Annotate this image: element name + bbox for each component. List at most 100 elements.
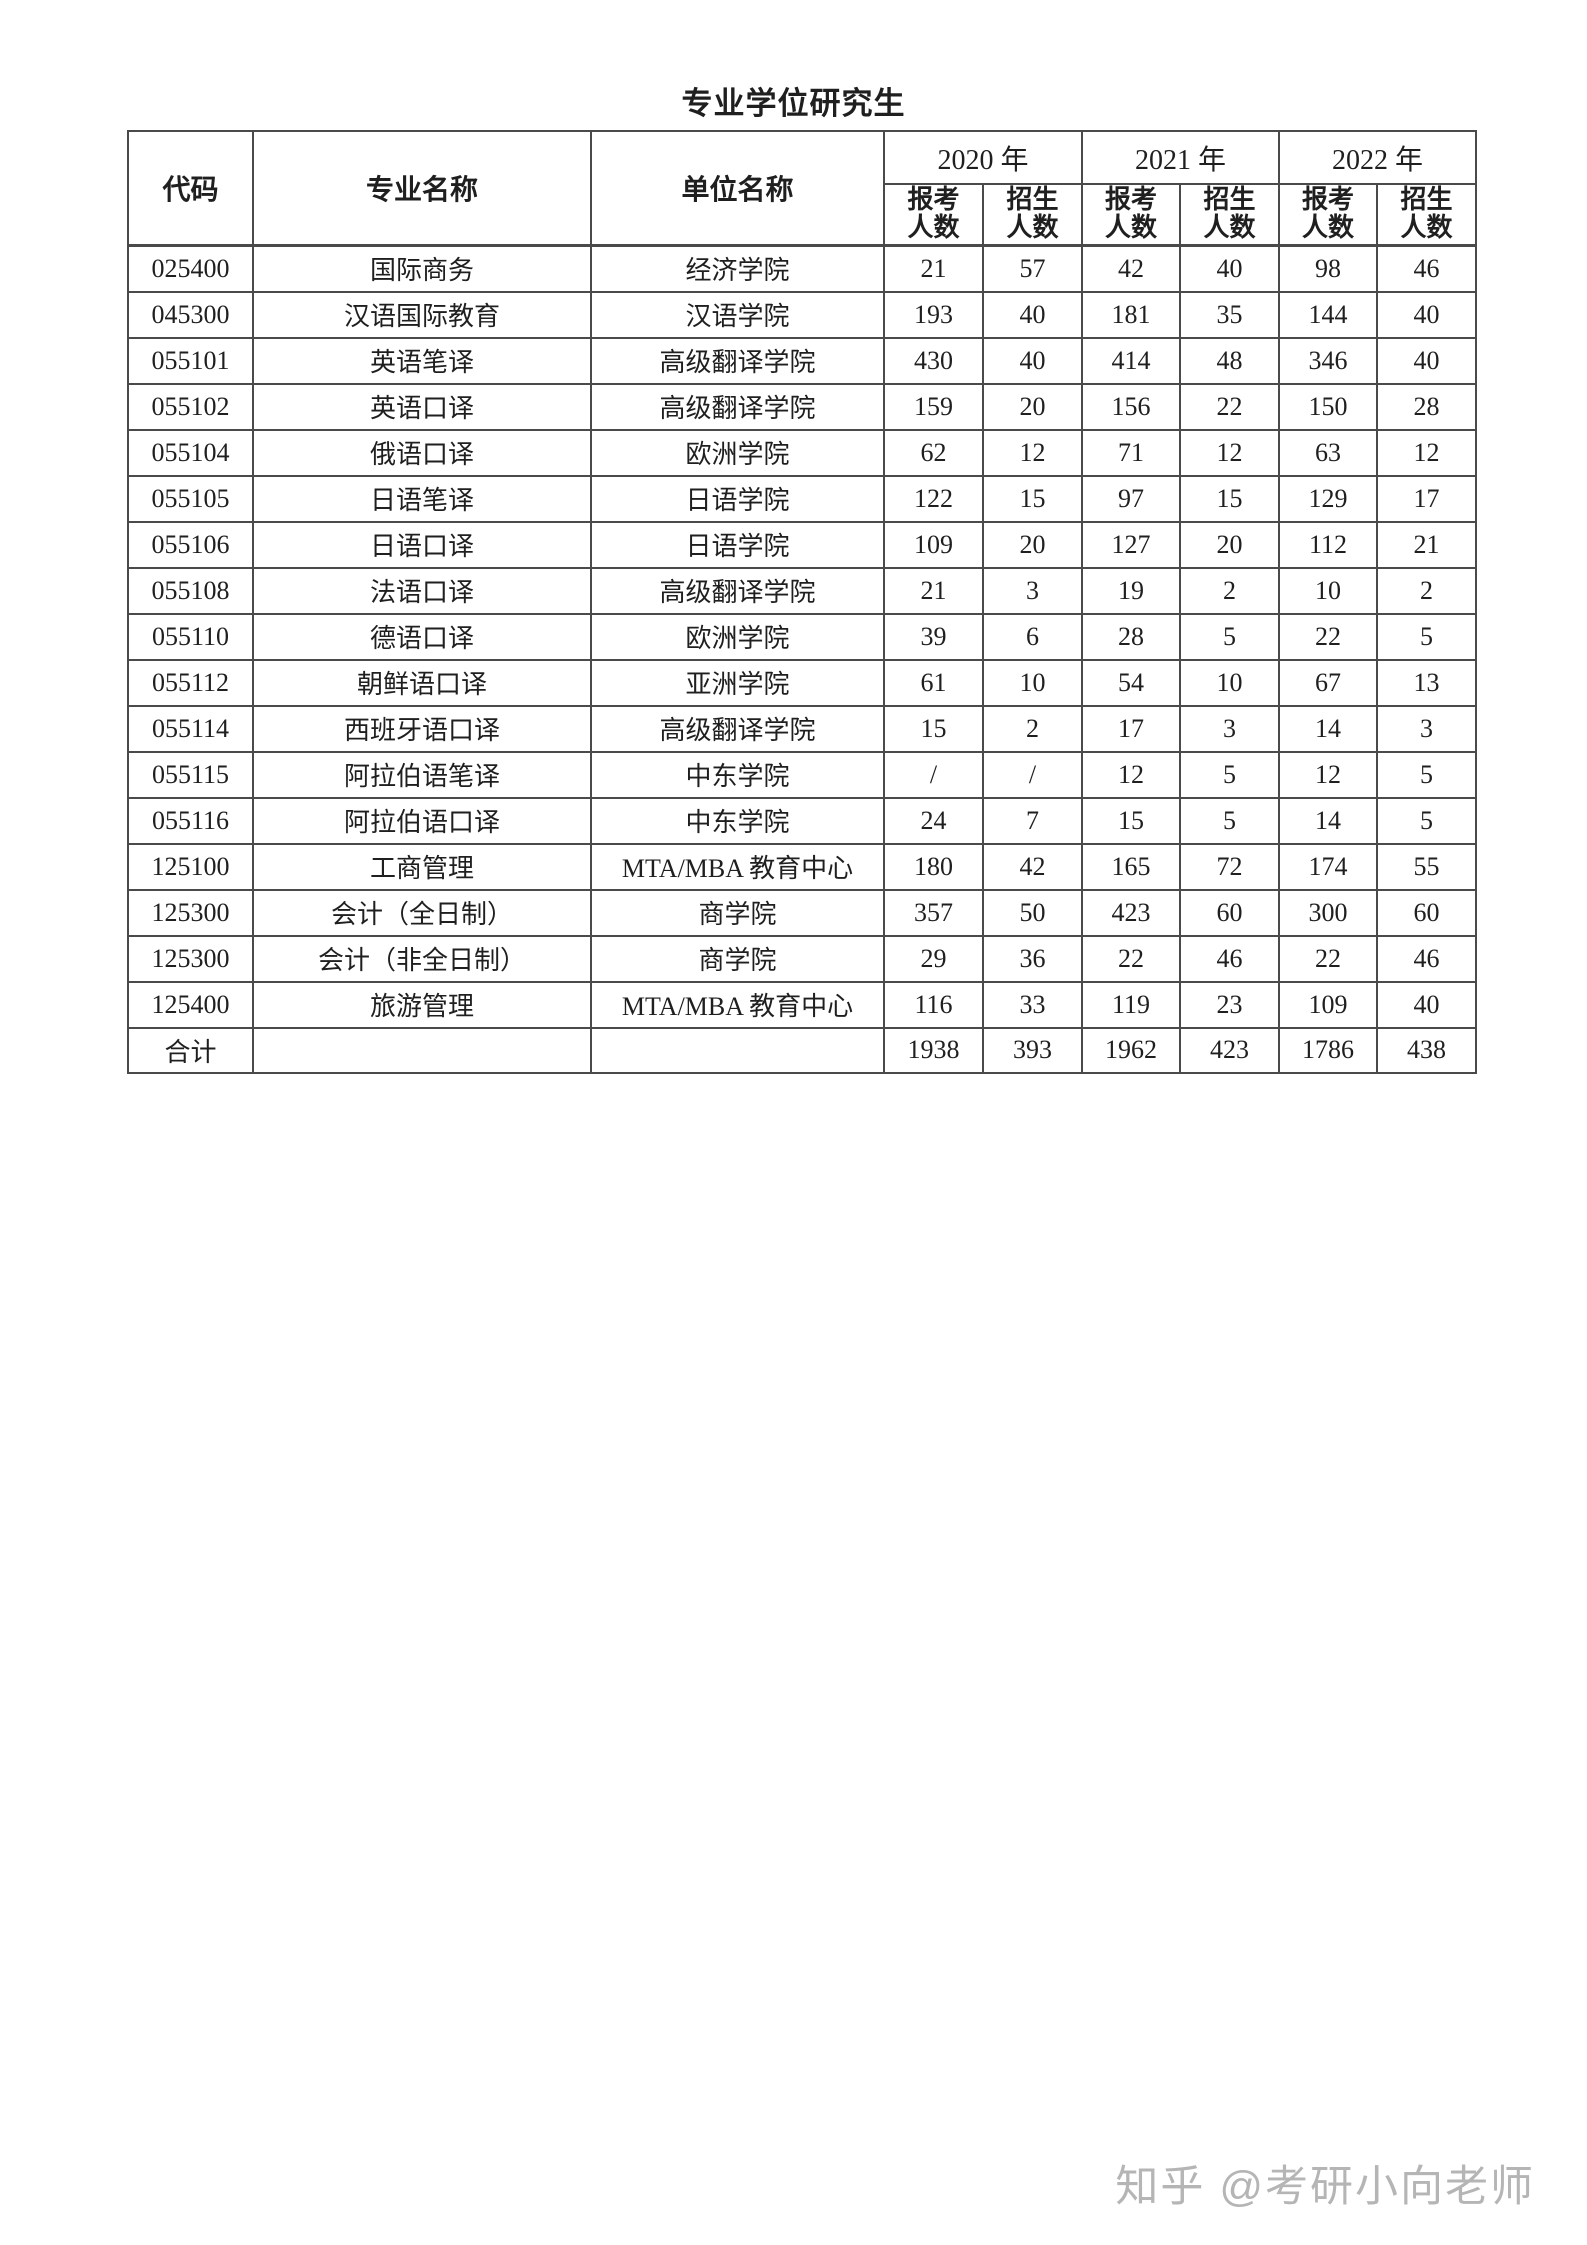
- header-2022-applicants: 报考 人数: [1278, 183, 1379, 246]
- table-row: 025400 国际商务 经济学院 21 57 42 40 98 46: [127, 244, 1478, 293]
- table-row: 055108 法语口译 高级翻译学院 21 3 19 2 10 2: [127, 566, 1478, 615]
- unit-cell: MTA/MBA 教育中心: [590, 842, 885, 891]
- total-value-cell: 1786: [1278, 1026, 1379, 1074]
- value-cell: 109: [883, 520, 984, 569]
- subcol-label-line: 报考: [1105, 185, 1158, 215]
- value-cell: 62: [883, 428, 984, 477]
- value-cell: 116: [883, 980, 984, 1029]
- value-cell: 7: [981, 796, 1084, 845]
- header-unit: 单位名称: [590, 130, 885, 246]
- value-cell: 40: [981, 336, 1084, 385]
- value-cell: 67: [1278, 658, 1379, 707]
- value-cell: 10: [1179, 658, 1281, 707]
- value-cell: 22: [1179, 382, 1281, 431]
- table-row: 125300 会计（非全日制） 商学院 29 36 22 46 22 46: [127, 934, 1478, 983]
- code-cell: 055106: [127, 520, 254, 569]
- subcol-label-line: 招生: [1400, 185, 1453, 215]
- major-cell: 朝鲜语口译: [252, 658, 592, 707]
- value-cell: 122: [883, 474, 984, 523]
- value-cell: 3: [1376, 704, 1478, 753]
- unit-cell: 高级翻译学院: [590, 566, 885, 615]
- value-cell: 156: [1081, 382, 1182, 431]
- total-value-cell: 1938: [883, 1026, 984, 1074]
- value-cell: 193: [883, 290, 984, 339]
- value-cell: 15: [1179, 474, 1281, 523]
- value-cell: 150: [1278, 382, 1379, 431]
- subcol-label-line: 人数: [907, 213, 960, 243]
- code-cell: 055104: [127, 428, 254, 477]
- value-cell: 2: [1376, 566, 1478, 615]
- value-cell: 21: [883, 566, 984, 615]
- value-cell: 61: [883, 658, 984, 707]
- total-row: 合计 1938 393 1962 423 1786 438: [127, 1026, 1478, 1074]
- value-cell: 129: [1278, 474, 1379, 523]
- value-cell: 5: [1376, 612, 1478, 661]
- value-cell: 119: [1081, 980, 1182, 1029]
- unit-cell: 高级翻译学院: [590, 382, 885, 431]
- value-cell: 60: [1179, 888, 1281, 937]
- value-cell: 40: [981, 290, 1084, 339]
- value-cell: 22: [1278, 612, 1379, 661]
- value-cell: 40: [1376, 336, 1478, 385]
- value-cell: 12: [1376, 428, 1478, 477]
- value-cell: 60: [1376, 888, 1478, 937]
- value-cell: 33: [981, 980, 1084, 1029]
- table-row: 055112 朝鲜语口译 亚洲学院 61 10 54 10 67 13: [127, 658, 1478, 707]
- value-cell: 423: [1081, 888, 1182, 937]
- value-cell: 36: [981, 934, 1084, 983]
- value-cell: 13: [1376, 658, 1478, 707]
- value-cell: 109: [1278, 980, 1379, 1029]
- table-row: 055116 阿拉伯语口译 中东学院 24 7 15 5 14 5: [127, 796, 1478, 845]
- value-cell: 3: [1179, 704, 1281, 753]
- total-value-cell: 423: [1179, 1026, 1281, 1074]
- header-year-row: 代码 专业名称 单位名称 2020 年 2021 年 2022 年: [127, 130, 1478, 246]
- table-row: 055105 日语笔译 日语学院 122 15 97 15 129 17: [127, 474, 1478, 523]
- value-cell: 127: [1081, 520, 1182, 569]
- unit-cell: 经济学院: [590, 244, 885, 293]
- unit-cell: MTA/MBA 教育中心: [590, 980, 885, 1029]
- value-cell: 39: [883, 612, 984, 661]
- header-year-2022: 2022 年: [1278, 130, 1478, 185]
- header-sub-row: 报考 人数 招生 人数 报考 人数 招生 人数 报考 人数 招生 人数: [128, 183, 1478, 246]
- value-cell: 21: [883, 244, 984, 293]
- subcol-label-line: 报考: [1302, 185, 1355, 215]
- code-cell: 055114: [127, 704, 254, 753]
- unit-cell: 中东学院: [590, 796, 885, 845]
- code-cell: 125300: [127, 888, 254, 937]
- code-cell: 055116: [127, 796, 254, 845]
- code-cell: 125400: [127, 980, 254, 1029]
- value-cell: 300: [1278, 888, 1379, 937]
- header-2020-admitted: 招生 人数: [981, 183, 1084, 246]
- major-cell: 日语笔译: [252, 474, 592, 523]
- total-value-cell: 438: [1376, 1026, 1478, 1074]
- value-cell: 3: [981, 566, 1084, 615]
- table-body: 025400 国际商务 经济学院 21 57 42 40 98 46 045300 汉语国际教育 汉语…: [127, 244, 1478, 1074]
- value-cell: 346: [1278, 336, 1379, 385]
- major-cell: 英语笔译: [252, 336, 592, 385]
- value-cell: 12: [981, 428, 1084, 477]
- value-cell: 15: [981, 474, 1084, 523]
- value-cell: 20: [981, 382, 1084, 431]
- value-cell: /: [981, 750, 1084, 799]
- total-value-cell: 393: [981, 1026, 1084, 1074]
- value-cell: 12: [1081, 750, 1182, 799]
- value-cell: 5: [1179, 612, 1281, 661]
- code-cell: 055102: [127, 382, 254, 431]
- code-cell: 045300: [127, 290, 254, 339]
- major-cell: 汉语国际教育: [252, 290, 592, 339]
- value-cell: 55: [1376, 842, 1478, 891]
- value-cell: 5: [1179, 796, 1281, 845]
- header-2021-admitted: 招生 人数: [1179, 183, 1281, 246]
- value-cell: 24: [883, 796, 984, 845]
- code-cell: 125100: [127, 842, 254, 891]
- subcol-label-line: 人数: [1203, 213, 1256, 243]
- major-cell: 阿拉伯语笔译: [252, 750, 592, 799]
- value-cell: 17: [1376, 474, 1478, 523]
- value-cell: 28: [1081, 612, 1182, 661]
- unit-cell: 高级翻译学院: [590, 336, 885, 385]
- value-cell: 357: [883, 888, 984, 937]
- total-value-cell: 1962: [1081, 1026, 1182, 1074]
- header-year-2021: 2021 年: [1081, 130, 1281, 185]
- table-row: 125300 会计（全日制） 商学院 357 50 423 60 300 60: [127, 888, 1478, 937]
- major-cell: 法语口译: [252, 566, 592, 615]
